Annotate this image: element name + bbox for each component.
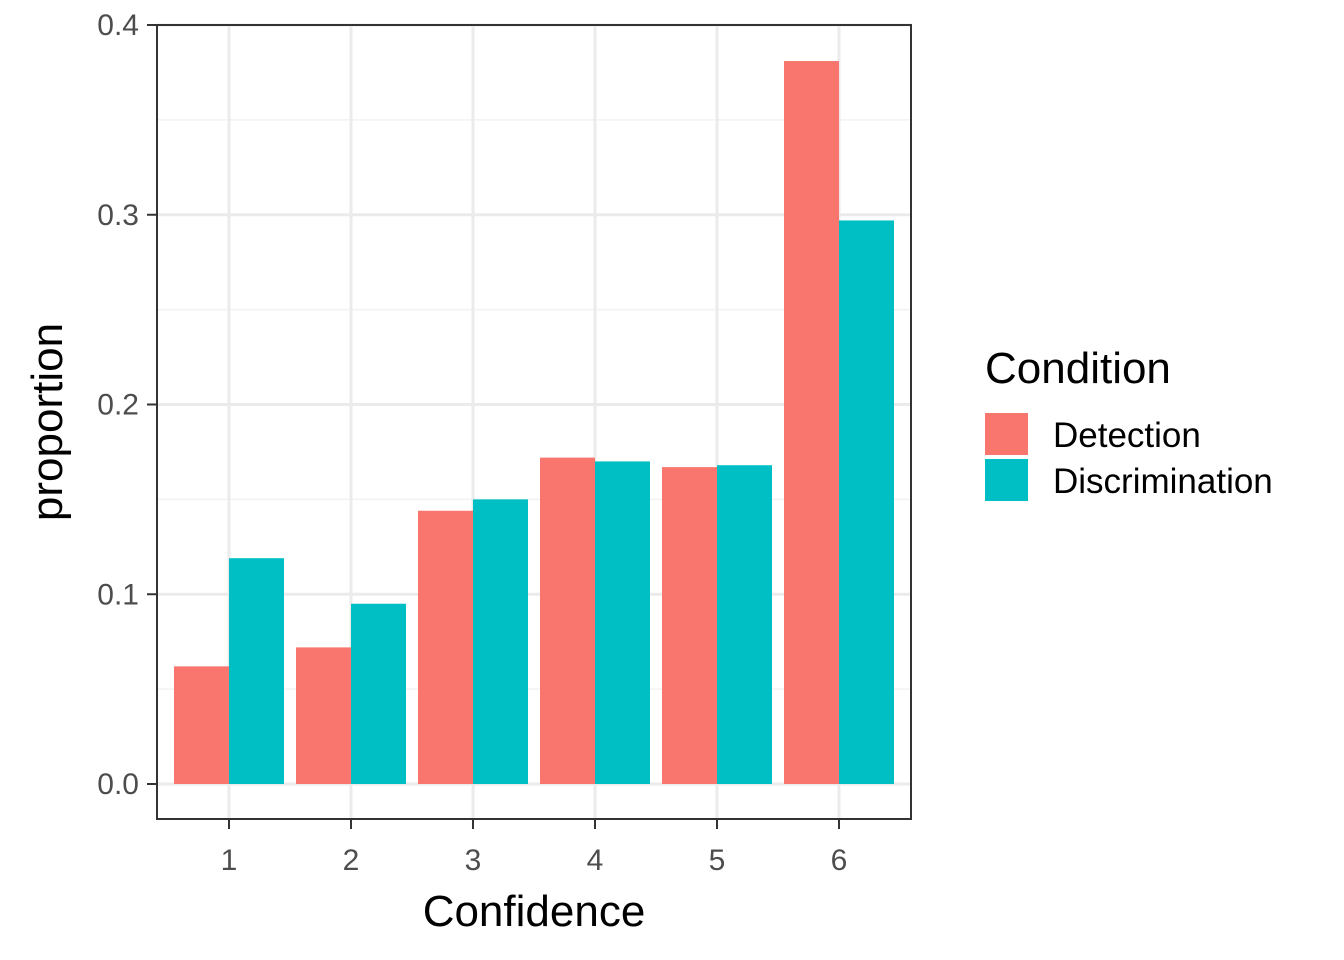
legend-title: Condition [985, 344, 1171, 393]
y-tick-label: 0.2 [97, 389, 139, 422]
x-axis: 1 2 3 4 5 6 [221, 819, 848, 877]
bar-detection-6 [784, 61, 839, 785]
y-axis: 0.0 0.1 0.2 0.3 0.4 [97, 9, 157, 801]
x-axis-title: Confidence [423, 887, 646, 936]
x-tick-label: 6 [831, 844, 848, 877]
y-axis-title: proportion [23, 323, 72, 521]
bar-discrimination-5 [717, 465, 772, 784]
bar-discrimination-4 [595, 461, 650, 784]
y-tick-label: 0.3 [97, 199, 139, 232]
legend-label-discrimination: Discrimination [1053, 462, 1273, 501]
y-tick-label: 0.0 [97, 768, 139, 801]
x-tick-label: 2 [343, 844, 360, 877]
legend-key-detection [985, 413, 1028, 455]
bar-detection-4 [540, 457, 595, 784]
legend-key-discrimination [985, 459, 1028, 501]
bar-detection-2 [296, 647, 351, 784]
bar-detection-3 [418, 510, 473, 784]
bar-discrimination-3 [473, 499, 528, 784]
x-tick-label: 4 [587, 844, 604, 877]
x-tick-label: 3 [465, 844, 482, 877]
y-tick-label: 0.4 [97, 9, 139, 42]
bar-discrimination-2 [351, 603, 406, 784]
legend: Condition Detection Discrimination [985, 344, 1273, 501]
bar-detection-1 [174, 666, 229, 784]
y-tick-label: 0.1 [97, 578, 139, 611]
legend-label-detection: Detection [1053, 416, 1201, 455]
bars [174, 61, 894, 785]
bar-discrimination-6 [839, 220, 894, 784]
bar-detection-5 [662, 467, 717, 784]
panel-border [156, 24, 912, 820]
bar-discrimination-1 [229, 558, 284, 784]
x-tick-label: 5 [709, 844, 726, 877]
x-tick-label: 1 [221, 844, 238, 877]
